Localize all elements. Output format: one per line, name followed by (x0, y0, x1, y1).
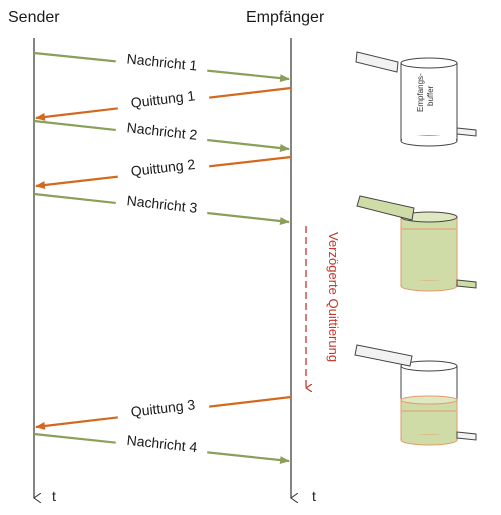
message-label: Quittung 3 (130, 396, 196, 419)
message-label: Nachricht 1 (126, 50, 198, 73)
message-label-bg (116, 395, 210, 423)
message-label-bg (115, 50, 209, 76)
buffer-label-line2: buffer (426, 85, 435, 106)
message-label-bg (115, 119, 209, 145)
sender-header: Sender (8, 9, 60, 26)
message-label: Nachricht 4 (126, 432, 198, 455)
message-label: Nachricht 2 (126, 119, 198, 143)
delayed-ack-label: Verzögerte Quittierung (326, 232, 341, 362)
sender-time-label: t (52, 488, 56, 504)
receiver-time-label: t (312, 488, 316, 504)
buffer-label-line1: Empfangs- (416, 73, 425, 112)
message-label-bg (115, 192, 209, 218)
message-label-bg (115, 431, 209, 458)
message-label-bg (116, 86, 210, 114)
receiver-header: Empfänger (246, 9, 325, 26)
message-label: Quittung 1 (130, 87, 196, 110)
receive-buffer-partial (354, 344, 477, 446)
receive-buffer-empty: Empfangs- buffer (355, 51, 477, 147)
receive-buffer-full (356, 195, 477, 292)
message-label: Quittung 2 (130, 156, 196, 179)
message-arrows: Nachricht 1 Quittung 1 Nachricht 2 Quittung… (33, 50, 292, 465)
message-label-bg (116, 155, 210, 182)
message-label: Nachricht 3 (126, 192, 198, 216)
